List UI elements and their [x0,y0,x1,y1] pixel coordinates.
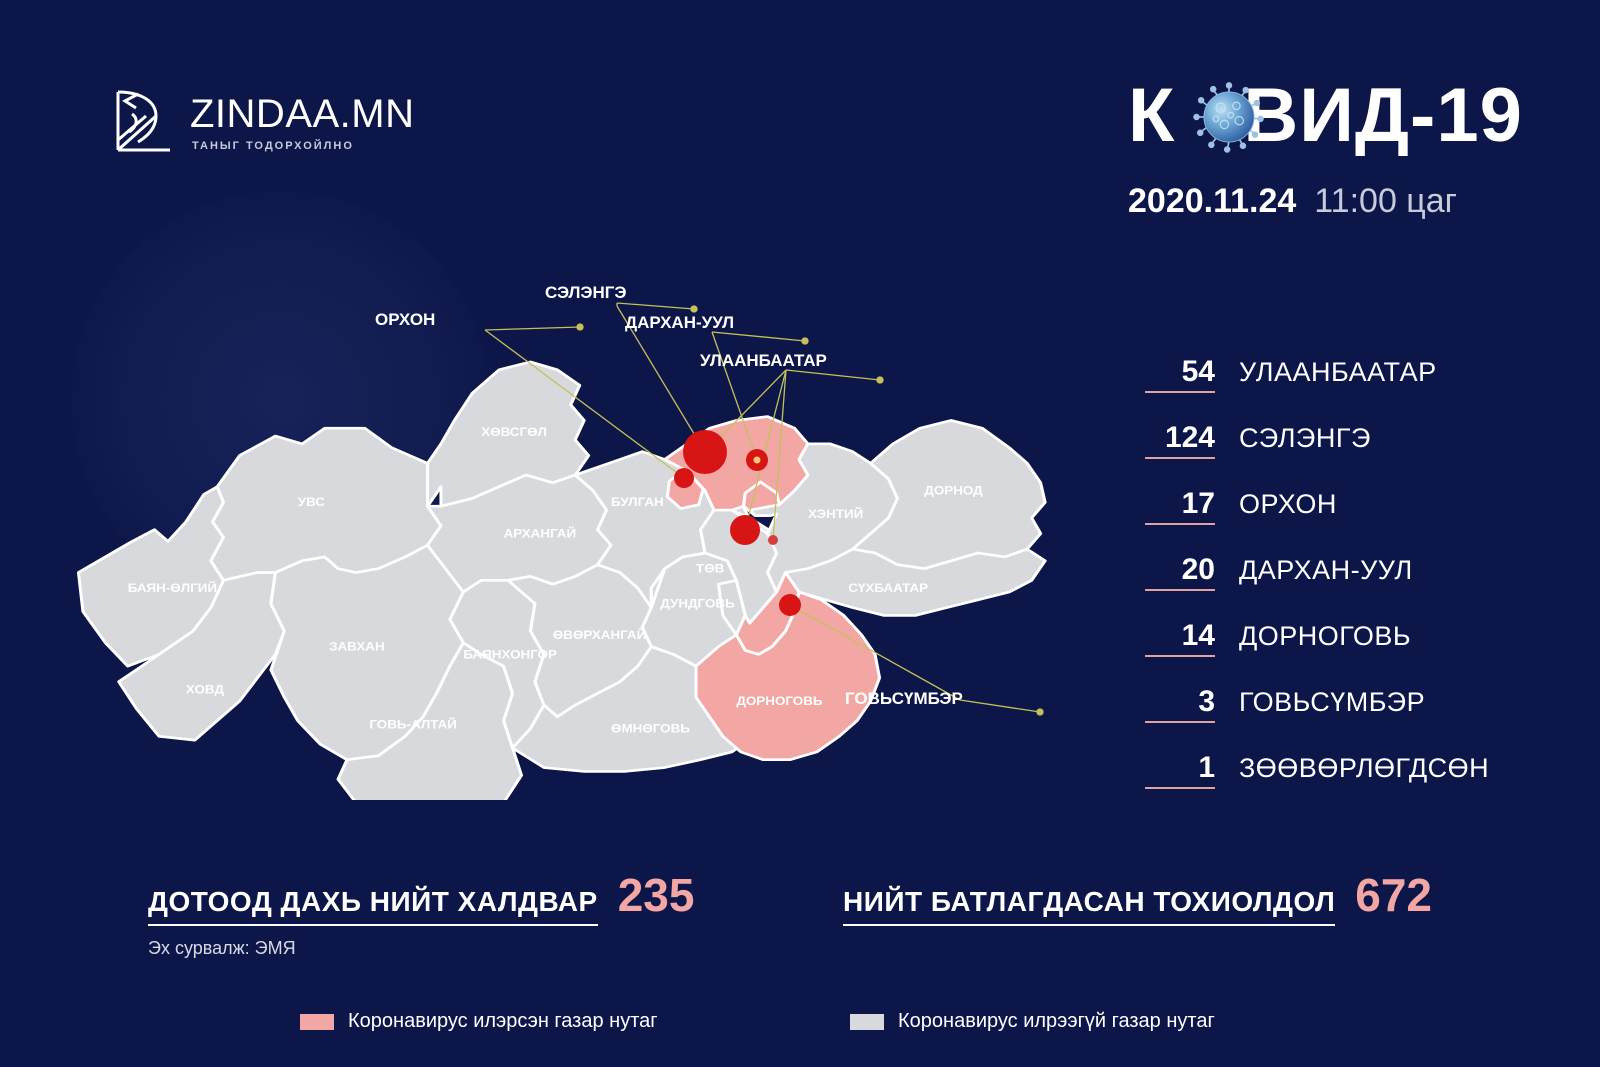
svg-text:ГОВЬСҮМБЭР: ГОВЬСҮМБЭР [845,689,963,708]
svg-text:ДАРХАН-УУЛ: ДАРХАН-УУЛ [625,313,734,332]
svg-text:УЛААНБААТАР: УЛААНБААТАР [700,351,827,370]
svg-text:ОРХОН: ОРХОН [375,310,435,329]
svg-text:СЭЛЭНГЭ: СЭЛЭНГЭ [545,283,627,302]
